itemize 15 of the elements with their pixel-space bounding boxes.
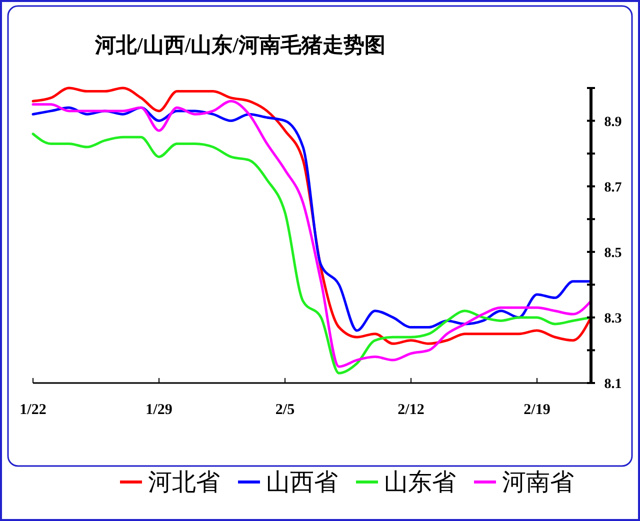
- legend-label: 山西省: [266, 470, 338, 496]
- y-tick-label: 8.1: [604, 377, 622, 392]
- y-tick-label: 8.5: [604, 246, 622, 261]
- x-tick-label: 1/22: [20, 402, 46, 418]
- x-tick-label: 2/19: [524, 402, 550, 418]
- x-tick-label: 2/5: [275, 402, 295, 418]
- legend-label: 河北省: [148, 470, 220, 496]
- y-tick-label: 8.9: [604, 114, 622, 130]
- x-tick-label: 2/12: [398, 402, 424, 418]
- y-tick-label: 8.3: [604, 311, 622, 326]
- legend-label: 山东省: [384, 469, 456, 496]
- y-tick-label: 8.7: [604, 180, 622, 196]
- chart-title: 河北/山西/山东/河南毛猪走势图: [94, 33, 386, 57]
- legend-label: 河南省: [502, 470, 574, 496]
- x-tick-label: 1/29: [146, 402, 172, 418]
